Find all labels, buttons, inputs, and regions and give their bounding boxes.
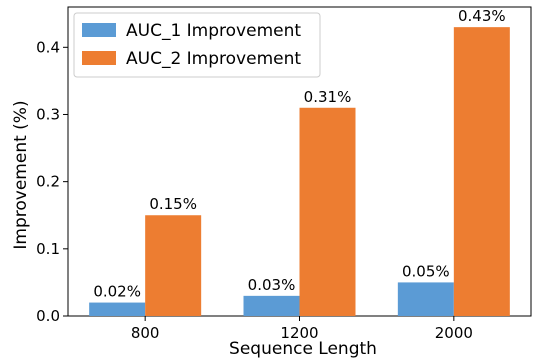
bar-1-1200: [243, 295, 300, 316]
data-label-2-2000: 0.43%: [458, 7, 506, 25]
bars: [89, 27, 510, 317]
y-tick-label: 0.0: [36, 307, 60, 325]
legend: AUC_1 Improvement AUC_2 Improvement: [73, 12, 321, 78]
bar-2-800: [145, 215, 202, 316]
y-tick-label: 0.3: [36, 105, 60, 123]
legend-box: [73, 12, 321, 78]
legend-swatch-2: [82, 51, 116, 65]
data-label-1-1200: 0.03%: [248, 276, 296, 294]
bar-2-1200: [299, 107, 356, 317]
y-axis-label: Improvement (%): [11, 100, 31, 249]
data-label-2-1200: 0.31%: [304, 88, 352, 106]
y-tick-label: 0.4: [36, 38, 60, 56]
x-tick-label: 800: [131, 324, 160, 342]
data-label-2-800: 0.15%: [149, 195, 197, 213]
x-axis-label: Sequence Length: [229, 339, 377, 359]
x-tick-label: 2000: [435, 324, 473, 342]
data-labels: 0.02% 0.15% 0.03% 0.31% 0.05% 0.43%: [93, 7, 505, 300]
legend-swatch-1: [82, 23, 116, 37]
bar-1-800: [89, 302, 146, 316]
bar-1-2000: [397, 282, 454, 316]
legend-label-1: AUC_1 Improvement: [126, 21, 301, 41]
data-label-1-800: 0.02%: [93, 283, 141, 301]
y-tick-label: 0.1: [36, 240, 60, 258]
legend-label-2: AUC_2 Improvement: [126, 49, 301, 69]
data-label-1-2000: 0.05%: [402, 262, 450, 280]
bar-2-2000: [453, 27, 510, 317]
x-tick-label: 1200: [280, 324, 318, 342]
y-tick-label: 0.2: [36, 173, 60, 191]
